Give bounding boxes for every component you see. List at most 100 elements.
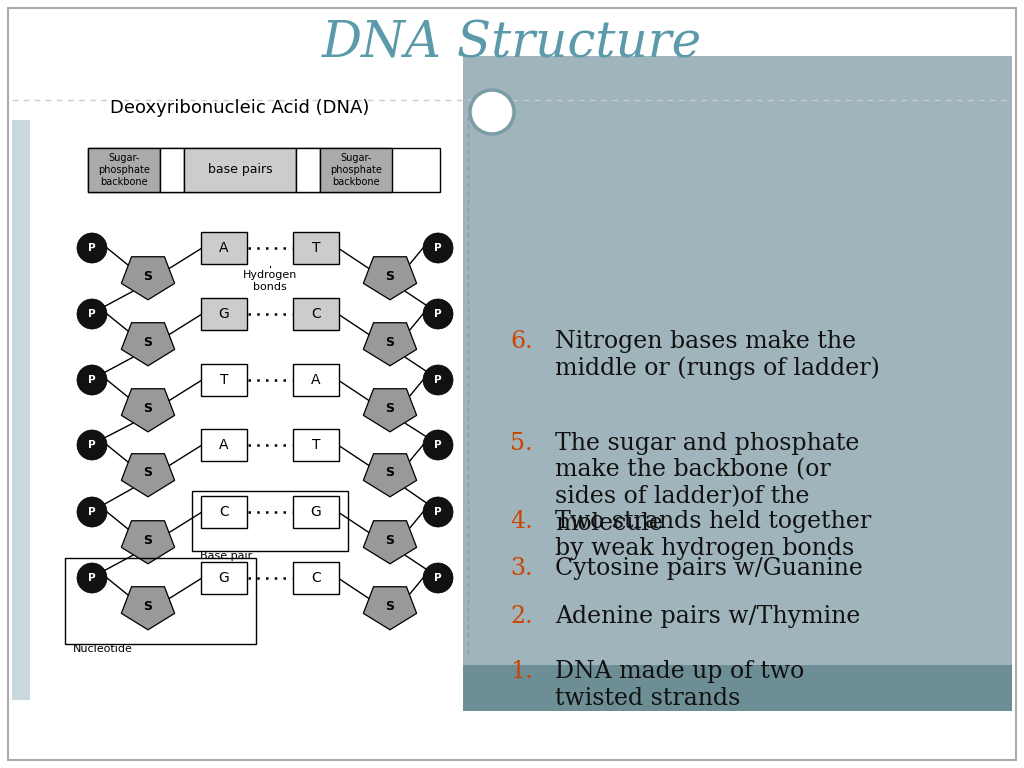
Text: C: C [311,307,321,321]
Text: S: S [385,466,394,479]
Text: 1.: 1. [510,660,532,683]
Circle shape [77,299,106,329]
FancyBboxPatch shape [201,232,247,264]
Text: DNA made up of two
twisted strands: DNA made up of two twisted strands [555,660,804,710]
Text: P: P [88,440,96,450]
FancyBboxPatch shape [88,148,160,192]
FancyBboxPatch shape [293,496,339,528]
Text: S: S [143,534,153,547]
Text: Deoxyribonucleic Acid (DNA): Deoxyribonucleic Acid (DNA) [111,99,370,117]
Circle shape [77,430,106,460]
Text: P: P [88,375,96,385]
FancyBboxPatch shape [88,148,440,192]
FancyBboxPatch shape [293,364,339,396]
Text: P: P [88,507,96,517]
Polygon shape [122,257,175,300]
FancyBboxPatch shape [463,56,1012,711]
FancyBboxPatch shape [184,148,296,192]
Text: Sugar-
phosphate
backbone: Sugar- phosphate backbone [98,154,150,187]
FancyBboxPatch shape [201,429,247,461]
Text: T: T [220,373,228,387]
Text: P: P [434,309,441,319]
Text: P: P [88,309,96,319]
Text: S: S [143,402,153,415]
Text: T: T [311,241,321,255]
Polygon shape [122,323,175,366]
Text: Adenine pairs w/Thymine: Adenine pairs w/Thymine [555,605,860,628]
Circle shape [423,233,453,263]
Text: A: A [311,373,321,387]
Text: G: G [310,505,322,519]
Text: DNA Structure: DNA Structure [322,19,702,68]
Text: 3.: 3. [510,557,532,580]
Circle shape [77,365,106,395]
Polygon shape [364,587,417,630]
FancyBboxPatch shape [463,665,1012,711]
FancyBboxPatch shape [8,8,1016,760]
Text: A: A [219,438,228,452]
FancyBboxPatch shape [201,562,247,594]
Text: P: P [434,573,441,583]
Text: The sugar and phosphate
make the backbone (or
sides of ladder)of the
molecule: The sugar and phosphate make the backbon… [555,432,859,535]
Text: S: S [385,402,394,415]
Polygon shape [122,587,175,630]
Circle shape [423,497,453,527]
Text: P: P [88,573,96,583]
Text: Base pair: Base pair [200,551,252,561]
Polygon shape [364,521,417,564]
FancyBboxPatch shape [201,364,247,396]
Text: Cytosine pairs w/Guanine: Cytosine pairs w/Guanine [555,557,863,580]
Text: S: S [385,534,394,547]
Text: T: T [311,438,321,452]
FancyBboxPatch shape [293,562,339,594]
Text: P: P [434,243,441,253]
Text: S: S [385,336,394,349]
Text: base pairs: base pairs [208,164,272,177]
Circle shape [423,430,453,460]
Circle shape [423,365,453,395]
Circle shape [423,563,453,593]
Polygon shape [364,389,417,432]
Circle shape [77,563,106,593]
Text: 5.: 5. [510,432,532,455]
Text: Hydrogen
bonds: Hydrogen bonds [243,270,297,292]
Text: S: S [143,336,153,349]
Circle shape [470,90,514,134]
Text: P: P [434,375,441,385]
Text: S: S [385,600,394,613]
Polygon shape [364,257,417,300]
Polygon shape [364,323,417,366]
Text: S: S [385,270,394,283]
Text: A: A [219,241,228,255]
Text: S: S [143,466,153,479]
FancyBboxPatch shape [160,148,184,192]
Text: 6.: 6. [510,330,532,353]
Text: P: P [88,243,96,253]
FancyBboxPatch shape [293,429,339,461]
Circle shape [77,233,106,263]
Circle shape [468,88,516,136]
Polygon shape [122,389,175,432]
Circle shape [423,299,453,329]
Text: Two strands held together
by weak hydrogen bonds: Two strands held together by weak hydrog… [555,510,871,560]
Text: 4.: 4. [510,510,532,533]
FancyBboxPatch shape [201,496,247,528]
Text: G: G [219,571,229,585]
Text: 2.: 2. [510,605,532,628]
FancyBboxPatch shape [293,232,339,264]
FancyBboxPatch shape [319,148,392,192]
Text: Sugar-
phosphate
backbone: Sugar- phosphate backbone [330,154,382,187]
Text: S: S [143,270,153,283]
Text: C: C [219,505,229,519]
Text: P: P [434,507,441,517]
Circle shape [77,497,106,527]
Text: Nucleotide: Nucleotide [73,644,133,654]
Polygon shape [364,454,417,497]
Text: Nitrogen bases make the
middle or (rungs of ladder): Nitrogen bases make the middle or (rungs… [555,330,880,380]
Text: G: G [219,307,229,321]
Polygon shape [122,454,175,497]
FancyBboxPatch shape [201,298,247,330]
Text: C: C [311,571,321,585]
Text: P: P [434,440,441,450]
FancyBboxPatch shape [296,148,319,192]
